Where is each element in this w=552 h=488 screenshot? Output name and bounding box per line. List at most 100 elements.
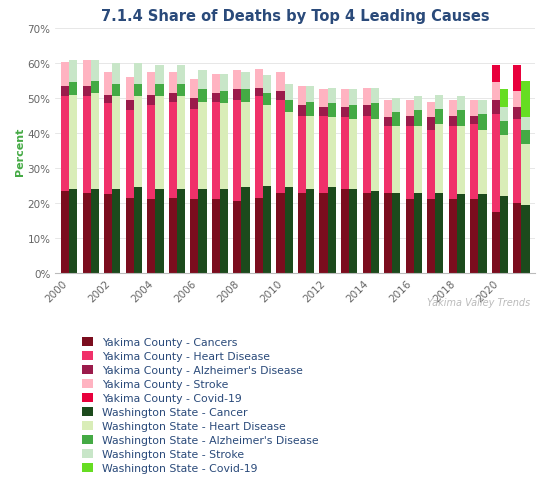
Bar — [384, 118, 392, 127]
Bar — [349, 106, 357, 120]
Bar — [91, 190, 99, 273]
Bar — [284, 188, 293, 273]
Bar — [255, 69, 263, 88]
Bar — [277, 92, 284, 101]
Bar — [298, 87, 306, 106]
Bar — [449, 127, 457, 200]
Bar — [298, 193, 306, 273]
Bar — [263, 186, 271, 273]
Bar — [104, 104, 112, 195]
Text: Yakima Valley Trends: Yakima Valley Trends — [427, 298, 530, 307]
Bar — [414, 97, 422, 111]
Bar — [500, 108, 508, 122]
Bar — [83, 61, 91, 87]
Bar — [436, 109, 443, 125]
Bar — [449, 101, 457, 117]
Bar — [306, 117, 314, 190]
Bar — [298, 106, 306, 117]
Bar — [492, 212, 500, 273]
Bar — [241, 90, 250, 102]
Bar — [212, 200, 220, 273]
Bar — [384, 193, 392, 273]
Bar — [427, 130, 436, 200]
Bar — [363, 117, 371, 193]
Bar — [320, 108, 328, 117]
Bar — [91, 81, 99, 94]
Bar — [241, 102, 250, 188]
Bar — [371, 104, 379, 120]
Bar — [112, 97, 120, 190]
Bar — [263, 76, 271, 94]
Bar — [169, 73, 177, 94]
Bar — [155, 97, 163, 190]
Bar — [449, 200, 457, 273]
Bar — [83, 193, 91, 273]
Bar — [233, 90, 241, 101]
Bar — [406, 127, 414, 200]
Bar — [470, 200, 479, 273]
Bar — [198, 102, 206, 190]
Bar — [384, 101, 392, 118]
Bar — [177, 85, 185, 97]
Bar — [69, 96, 77, 190]
Bar — [83, 87, 91, 97]
Bar — [220, 190, 228, 273]
Bar — [328, 188, 336, 273]
Bar — [198, 71, 206, 90]
Bar — [427, 200, 436, 273]
Bar — [155, 66, 163, 85]
Bar — [104, 96, 112, 104]
Bar — [91, 61, 99, 81]
Bar — [479, 115, 486, 130]
Bar — [134, 188, 142, 273]
Bar — [177, 97, 185, 190]
Bar — [69, 61, 77, 83]
Bar — [198, 190, 206, 273]
Bar — [255, 88, 263, 97]
Bar — [177, 190, 185, 273]
Bar — [492, 101, 500, 115]
Bar — [69, 190, 77, 273]
Bar — [406, 101, 414, 117]
Bar — [190, 99, 198, 109]
Bar — [126, 78, 134, 101]
Bar — [306, 102, 314, 117]
Bar — [427, 118, 436, 130]
Bar — [134, 97, 142, 188]
Bar — [255, 97, 263, 198]
Bar — [479, 130, 486, 195]
Bar — [492, 83, 500, 101]
Bar — [513, 120, 522, 203]
Bar — [392, 113, 400, 127]
Bar — [349, 120, 357, 190]
Bar — [112, 190, 120, 273]
Bar — [349, 90, 357, 106]
Bar — [277, 101, 284, 193]
Bar — [522, 118, 529, 130]
Bar — [61, 62, 69, 87]
Bar — [112, 85, 120, 97]
Bar — [306, 87, 314, 102]
Bar — [126, 101, 134, 111]
Bar — [155, 190, 163, 273]
Bar — [169, 94, 177, 102]
Legend: Yakima County - Cancers, Yakima County - Heart Disease, Yakima County - Alzheime: Yakima County - Cancers, Yakima County -… — [77, 333, 323, 478]
Bar — [241, 73, 250, 90]
Bar — [61, 87, 69, 97]
Bar — [470, 101, 479, 117]
Bar — [212, 94, 220, 102]
Bar — [147, 106, 155, 200]
Bar — [522, 144, 529, 205]
Bar — [284, 101, 293, 113]
Bar — [328, 104, 336, 118]
Bar — [513, 108, 522, 120]
Bar — [479, 195, 486, 273]
Bar — [320, 193, 328, 273]
Bar — [320, 90, 328, 108]
Y-axis label: Percent: Percent — [14, 127, 24, 175]
Bar — [220, 75, 228, 92]
Bar — [112, 64, 120, 85]
Bar — [277, 73, 284, 92]
Bar — [341, 108, 349, 118]
Bar — [363, 88, 371, 106]
